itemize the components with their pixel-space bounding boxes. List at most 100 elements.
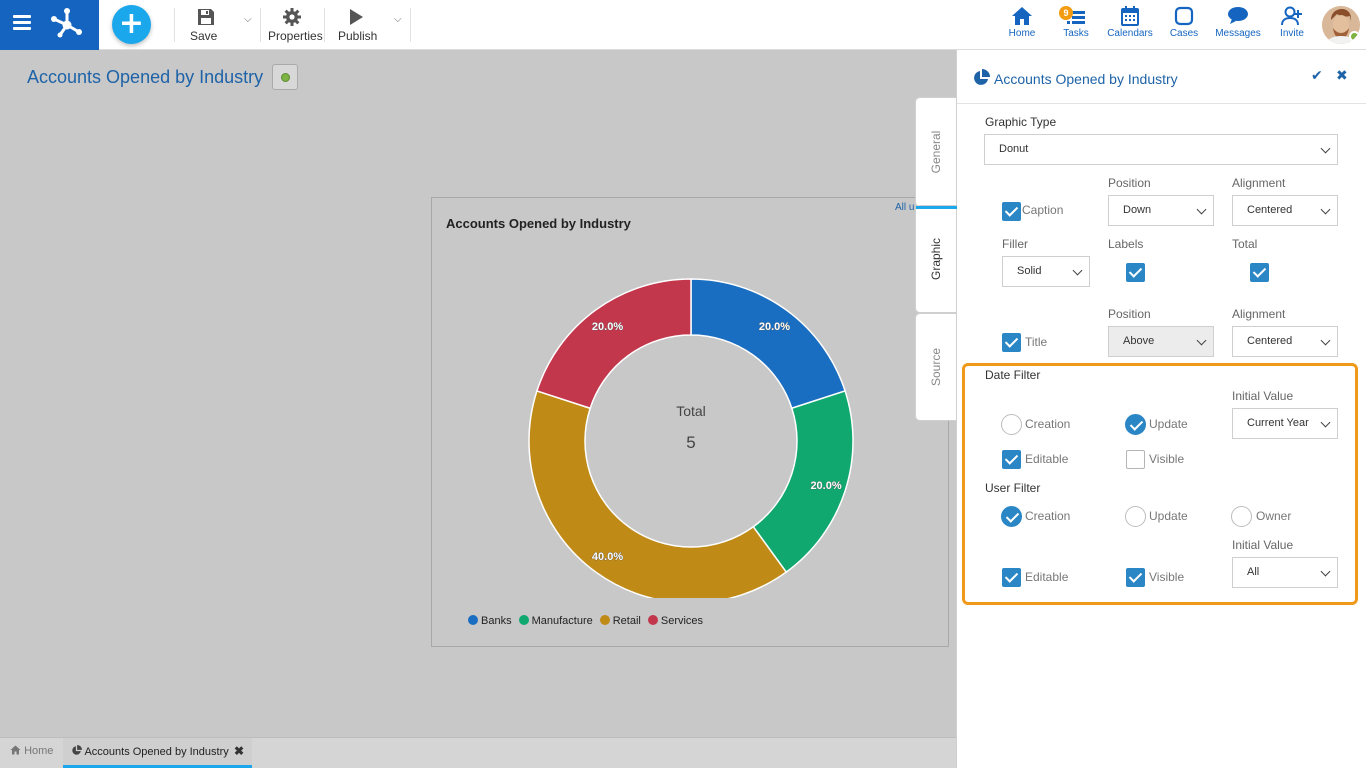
- donut-slice-banks[interactable]: [690, 278, 847, 410]
- user-creation-radio[interactable]: [1001, 506, 1022, 527]
- calendars-nav-button[interactable]: Calendars: [1103, 6, 1157, 39]
- legend-label: Banks: [481, 615, 512, 627]
- title-alignment-select[interactable]: Centered: [1232, 326, 1338, 357]
- caption-position-select[interactable]: Down: [1108, 195, 1214, 226]
- close-icon[interactable]: ✖: [233, 744, 244, 758]
- legend-item-banks[interactable]: Banks: [468, 615, 512, 627]
- menu-icon[interactable]: [13, 15, 31, 30]
- pie-chart-icon: [72, 745, 82, 755]
- legend-label: Retail: [612, 615, 641, 627]
- tab-source[interactable]: Source: [915, 313, 956, 421]
- close-icon[interactable]: ✖: [1336, 68, 1348, 84]
- app-logo[interactable]: [50, 8, 84, 38]
- home-icon: [1012, 7, 1032, 25]
- tasks-nav-label: Tasks: [1063, 28, 1089, 39]
- caption-alignment-select[interactable]: Centered: [1232, 195, 1338, 226]
- user-photo: [1322, 6, 1360, 44]
- bottom-tab-active-label: Accounts Opened by Industry: [84, 746, 229, 758]
- status-indicator-button[interactable]: [272, 64, 298, 90]
- cases-nav-label: Cases: [1169, 28, 1199, 39]
- user-creation-label: Creation: [1025, 509, 1071, 523]
- tasks-nav-button[interactable]: Tasks 9: [1049, 6, 1103, 39]
- donut-center-label: Total: [676, 403, 706, 419]
- user-visible-checkbox[interactable]: [1126, 568, 1145, 587]
- save-label: Save: [190, 29, 218, 43]
- user-editable-checkbox[interactable]: [1002, 568, 1021, 587]
- user-editable-label: Editable: [1025, 570, 1069, 584]
- confirm-check-icon[interactable]: ✔: [1311, 68, 1323, 84]
- title-position-select[interactable]: Above: [1108, 326, 1214, 357]
- tab-source-label: Source: [929, 347, 943, 387]
- user-initial-value-label: Initial Value: [1232, 538, 1294, 552]
- tab-graphic[interactable]: Graphic: [915, 205, 957, 313]
- chart-card[interactable]: Accounts Opened by Industry All u 20.0% 2…: [431, 197, 949, 647]
- donut-slice-retail[interactable]: [528, 389, 788, 598]
- play-icon: [350, 9, 363, 25]
- donut-data-label: 20.0%: [592, 321, 623, 333]
- graphic-type-label: Graphic Type: [985, 115, 1057, 129]
- date-creation-radio[interactable]: [1001, 414, 1022, 435]
- caption-alignment-value: Centered: [1247, 204, 1293, 216]
- donut-chart: 20.0% 20.0% 40.0% 20.0% Total 5: [528, 278, 854, 598]
- messages-nav-button[interactable]: Messages: [1211, 6, 1265, 39]
- chart-legend: Banks Manufacture Retail Services: [468, 615, 710, 627]
- user-owner-label: Owner: [1256, 509, 1292, 523]
- tab-general-label: General: [929, 130, 943, 174]
- date-initial-value-select[interactable]: Current Year: [1232, 408, 1338, 439]
- title-position-value: Above: [1123, 335, 1155, 347]
- save-button[interactable]: Save: [190, 6, 222, 43]
- user-initial-value-select[interactable]: All: [1232, 557, 1338, 588]
- dashboard-canvas: Accounts Opened by Industry Accounts Ope…: [0, 50, 956, 737]
- messages-nav-label: Messages: [1215, 28, 1261, 39]
- legend-swatch: [647, 615, 658, 625]
- top-toolbar: + Save ⌵ Properties Publish ⌵ Home Tasks…: [0, 0, 1366, 50]
- date-update-radio[interactable]: [1125, 414, 1146, 435]
- publish-label: Publish: [338, 29, 378, 43]
- legend-item-services[interactable]: Services: [647, 615, 703, 627]
- caption-alignment-label: Alignment: [1232, 176, 1286, 190]
- bottom-tab-active[interactable]: Accounts Opened by Industry ✖: [63, 738, 252, 768]
- filler-select[interactable]: Solid: [1002, 256, 1090, 287]
- filler-value: Solid: [1017, 265, 1042, 277]
- invite-nav-label: Invite: [1280, 28, 1304, 39]
- bottom-tab-home[interactable]: Home: [0, 738, 63, 768]
- title-checkbox[interactable]: [1002, 333, 1021, 352]
- legend-label: Manufacture: [531, 615, 593, 627]
- date-editable-checkbox[interactable]: [1002, 450, 1021, 469]
- legend-swatch: [518, 615, 529, 625]
- caption-checkbox[interactable]: [1002, 202, 1021, 221]
- legend-swatch: [599, 615, 610, 625]
- publish-button[interactable]: Publish: [338, 6, 377, 43]
- save-dropdown-chevron-icon[interactable]: ⌵: [244, 14, 252, 25]
- panel-title: Accounts Opened by Industry: [994, 71, 1178, 87]
- labels-checkbox[interactable]: [1126, 263, 1145, 282]
- legend-swatch: [468, 615, 478, 625]
- date-initial-value-label: Initial Value: [1232, 389, 1294, 403]
- invite-nav-button[interactable]: Invite: [1265, 6, 1319, 39]
- filler-label: Filler: [1002, 237, 1028, 251]
- donut-slice-services[interactable]: [535, 278, 692, 410]
- chart-corner-link[interactable]: All u: [895, 202, 915, 213]
- page-title: Accounts Opened by Industry: [27, 67, 264, 87]
- title-alignment-value: Centered: [1247, 335, 1293, 347]
- cases-nav-button[interactable]: Cases: [1157, 6, 1211, 39]
- message-icon: [1228, 7, 1248, 24]
- properties-button[interactable]: Properties: [268, 6, 323, 43]
- publish-dropdown-chevron-icon[interactable]: ⌵: [394, 14, 402, 25]
- user-avatar[interactable]: [1322, 6, 1360, 44]
- total-checkbox[interactable]: [1250, 263, 1269, 282]
- graphic-type-select[interactable]: Donut: [984, 134, 1338, 165]
- add-button[interactable]: +: [112, 5, 151, 44]
- toolbar-divider: [174, 8, 175, 42]
- labels-label: Labels: [1108, 237, 1144, 251]
- date-visible-checkbox[interactable]: [1126, 450, 1145, 469]
- user-owner-radio[interactable]: [1231, 506, 1252, 527]
- legend-item-retail[interactable]: Retail: [599, 615, 641, 627]
- user-update-radio[interactable]: [1125, 506, 1146, 527]
- date-editable-label: Editable: [1025, 452, 1069, 466]
- tab-general[interactable]: General: [915, 97, 956, 207]
- total-label: Total: [1232, 237, 1258, 251]
- status-dot-icon: [281, 73, 290, 82]
- legend-item-manufacture[interactable]: Manufacture: [518, 615, 593, 627]
- home-nav-button[interactable]: Home: [995, 6, 1049, 39]
